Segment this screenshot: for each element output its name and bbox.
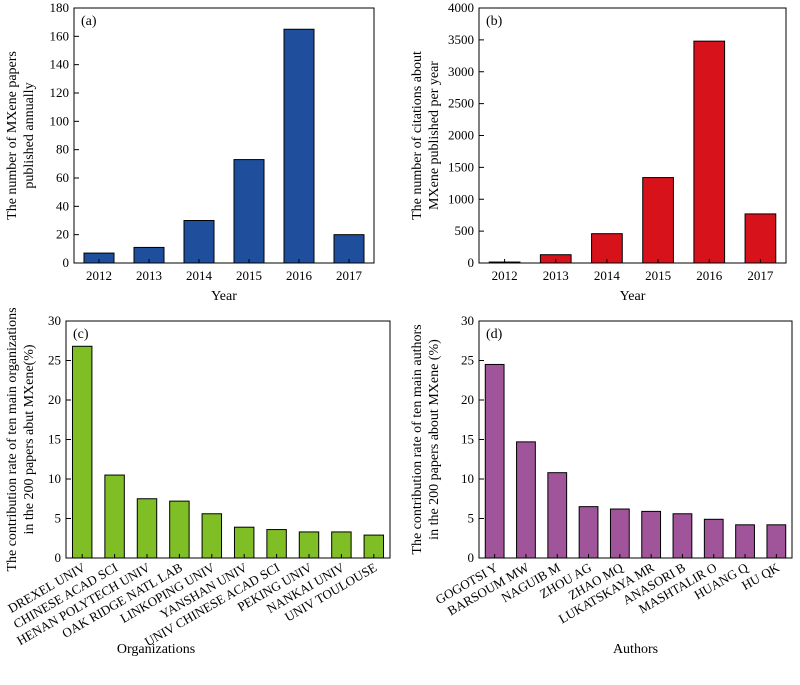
bar-oak-ridge-natl-lab [169,500,190,559]
bar-anasori-b [672,513,693,559]
x-tick-label: 2016 [286,268,313,283]
bar-2015 [642,177,674,264]
y-tick-label: 4000 [448,0,474,15]
panel-label: (b) [486,14,503,29]
bar-2016 [693,40,726,264]
y-axis-label: in the 200 papers abut MXene(%) [22,344,37,534]
chart-panel-1: 0 20 40 60 80 100 120 140 160 180 2012 2013 2014 2015… [5,0,375,304]
bar-zhou-ag [578,506,599,559]
y-tick-label: 30 [48,313,61,328]
bar-henan-polytech-univ [136,498,158,559]
y-tick-label: 20 [461,392,474,407]
bar-2014 [591,233,623,264]
y-tick-label: 2500 [448,96,474,111]
y-axis-label: MXene published per year [427,61,442,210]
y-tick-label: 120 [50,85,70,100]
x-tick-label: 2015 [645,268,671,283]
y-tick-label: 5 [55,511,62,526]
bar-linkoping-univ [201,513,223,559]
y-tick-label: 0 [468,550,475,565]
plot-frame [478,7,787,264]
bar-chinese-acad-sci [104,474,125,559]
y-tick-label: 20 [56,227,69,242]
y-tick-label: 25 [48,353,61,368]
y-axis-label: The number of MXene papers [5,51,20,220]
y-tick-label: 25 [461,353,474,368]
bar-huang-q [735,524,755,559]
y-axis-label: The number of citations about [410,51,425,220]
y-tick-label: 3000 [448,64,474,79]
y-tick-label: 2000 [448,128,474,143]
y-tick-label: 180 [50,0,70,15]
y-tick-label: 10 [461,471,474,486]
x-axis-label: Year [211,289,237,304]
bar-hu-qk [766,524,787,559]
y-axis-label: published annually [22,82,37,188]
x-tick-label: 2012 [86,268,112,283]
bar-zhao-mq [609,508,630,559]
plot-frame [73,7,375,264]
y-tick-label: 140 [50,57,70,72]
x-tick-label: 2014 [186,268,213,283]
y-tick-label: 160 [50,28,70,43]
bar-barsoum-mw [516,441,536,559]
bar-lukatskaya-mr [641,510,662,559]
bar-2014 [183,220,215,264]
bar-yanshan-univ [233,526,255,559]
x-tick-label: 2013 [543,268,569,283]
y-tick-label: 30 [461,313,474,328]
x-tick-label: 2014 [594,268,621,283]
bar-mashtalir-o [703,518,724,559]
bar-naguib-m [547,472,568,559]
y-tick-label: 80 [56,142,69,157]
x-tick-label: 2013 [136,268,162,283]
bar-2017 [333,234,365,264]
x-axis-label: Authors [613,642,658,657]
x-tick-label: 2017 [336,268,363,283]
y-tick-label: 40 [56,198,69,213]
x-tick-label: 2017 [747,268,774,283]
y-tick-label: 0 [55,550,62,565]
bar-drexel-univ [71,345,93,559]
y-tick-label: 60 [56,170,69,185]
bar-2015 [233,159,265,264]
y-axis-label: in the 200 papers about MXene (%) [427,339,442,540]
bar-2017 [744,213,777,264]
y-tick-label: 20 [48,392,61,407]
x-tick-label: 2012 [492,268,518,283]
bar-gogotsi-y [484,363,505,559]
y-tick-label: 10 [48,471,61,486]
panel-label: (d) [486,327,503,342]
y-tick-label: 1500 [448,159,474,174]
x-axis-label: Year [620,289,646,304]
y-axis-label: The contribution rate of ten main author… [410,324,425,554]
bar-2016 [283,28,315,264]
y-tick-label: 3500 [448,32,474,47]
x-tick-label: 2016 [696,268,723,283]
x-axis-label: Organizations [117,642,195,657]
y-tick-label: 15 [461,432,474,447]
chart-panel-2: 0 500 1000 1500 2000 2500 3000 3500 4000 2012 2013… [410,0,787,304]
y-tick-label: 500 [455,223,475,238]
x-tick-label: 2015 [236,268,262,283]
panel-label: (a) [81,14,97,29]
panel-label: (c) [73,327,89,342]
y-tick-label: 0 [63,255,70,270]
y-tick-label: 0 [468,255,475,270]
y-tick-label: 5 [468,511,475,526]
y-tick-label: 1000 [448,191,474,206]
y-tick-label: 15 [48,432,61,447]
y-axis-label: The contribution rate of ten main organi… [5,307,20,571]
bar-univ-chinese-acad-sci [266,529,287,559]
y-tick-label: 100 [50,113,70,128]
